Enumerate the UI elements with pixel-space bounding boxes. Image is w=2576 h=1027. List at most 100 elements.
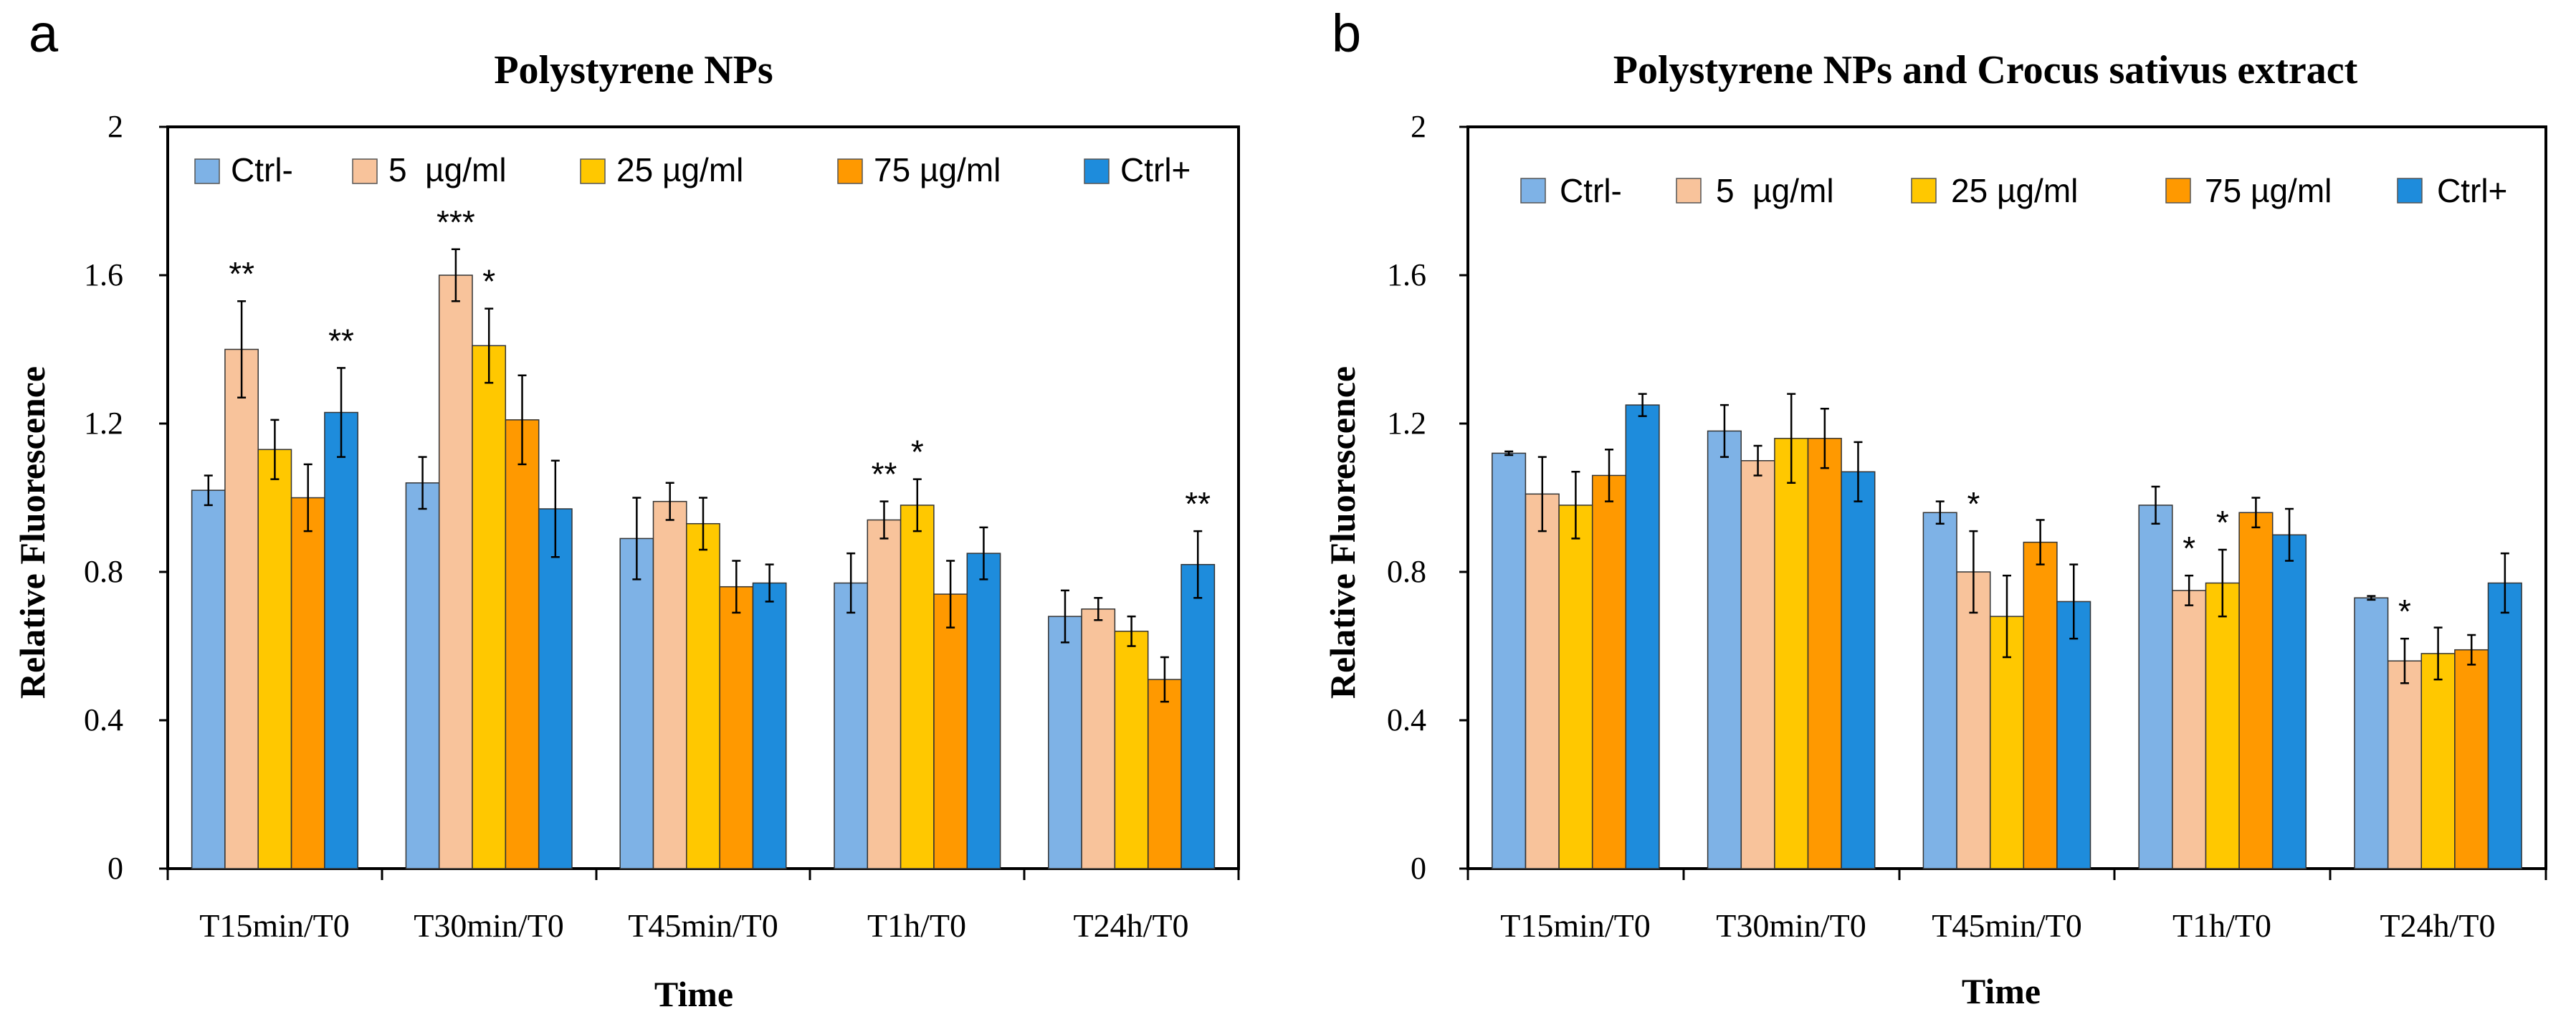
chart-b-error-bar-75-g-ml-3 xyxy=(2251,497,2261,529)
chart-b-error-bar-ctrlplus-0 xyxy=(1638,393,1647,417)
chart-b-y-tick-label-3: 1.2 xyxy=(1387,406,1426,441)
chart-a-error-bar-ctrlplus-3 xyxy=(979,526,988,581)
chart-a-error-bar-ctrlminus-1 xyxy=(418,456,427,510)
chart-a-error-bar-5-g-ml-4 xyxy=(1094,596,1103,621)
chart-b-legend-swatch-ctrl-minus xyxy=(1520,178,1546,204)
chart-b-bar-75-g-ml-1 xyxy=(1807,437,1842,869)
chart-b-bar-ctrlplus-3 xyxy=(2271,534,2307,869)
chart-a-error-bar-5-g-ml-2 xyxy=(665,482,674,521)
panel-a: a Polystyrene NPs Relative Fluorescence … xyxy=(12,4,1240,1014)
chart-b-error-bar-5-g-ml-0 xyxy=(1537,456,1547,532)
chart-b-error-bar-ctrlplus-3 xyxy=(2285,507,2294,562)
chart-b-error-bar-75-g-ml-1 xyxy=(1820,408,1829,469)
chart-a-y-tick-label-1: 0.4 xyxy=(84,702,123,737)
chart-a-x-axis-label: Time xyxy=(654,974,733,1014)
chart-b-bar-75-g-ml-0 xyxy=(1591,474,1627,869)
chart-b-bar-75-g-ml-3 xyxy=(2238,512,2274,869)
chart-b-x-tick-label-2: T45min/T0 xyxy=(1932,907,2082,944)
chart-a-error-bar-25-g-ml-1 xyxy=(485,307,494,384)
chart-a-bar-5-g-ml-0 xyxy=(224,348,259,869)
chart-b-bar-ctrlplus-1 xyxy=(1841,471,1876,869)
chart-a-y-tick-label-0: 0 xyxy=(108,851,123,886)
chart-a-error-bar-75-g-ml-1 xyxy=(517,374,527,466)
chart-b-bar-25-g-ml-4 xyxy=(2420,653,2456,869)
chart-a-error-bar-75-g-ml-4 xyxy=(1160,656,1169,703)
chart-a-error-bar-75-g-ml-3 xyxy=(946,560,955,629)
chart-b-error-bar-ctrlminus-3 xyxy=(2151,485,2160,525)
chart-b-bar-ctrlplus-2 xyxy=(2056,601,2091,869)
chart-a-title: Polystyrene NPs xyxy=(494,48,773,92)
chart-a-x-ticks: T15min/T0 T30min/T0 T45min/T0 T1h/T0 T24… xyxy=(166,869,1240,944)
chart-b-legend: Ctrl- 5 µg/ml 25 µg/ml 75 µg/ml Ctrl+ xyxy=(1520,172,2507,209)
chart-a-y-tick-label-5: 2 xyxy=(108,109,123,144)
chart-a-bar-5-g-ml-2 xyxy=(652,500,687,869)
chart-b-bar-ctrlplus-0 xyxy=(1625,404,1660,869)
chart-b-x-tick-label-0: T15min/T0 xyxy=(1500,907,1651,944)
chart-a-bar-25-g-ml-1 xyxy=(472,345,507,869)
chart-b-bar-ctrlminus-1 xyxy=(1707,430,1742,869)
chart-b-error-bar-25-g-ml-1 xyxy=(1787,393,1796,484)
chart-a-legend-swatch-5 xyxy=(352,158,378,184)
chart-a-error-bar-75-g-ml-0 xyxy=(303,463,313,532)
chart-b-bar-75-g-ml-4 xyxy=(2454,649,2489,869)
chart-a-bar-25-g-ml-4 xyxy=(1114,631,1149,869)
chart-a-legend-swatch-ctrl-minus xyxy=(194,158,220,184)
chart-a-significance-5-g-ml-0: ** xyxy=(229,255,254,292)
chart-b-significance-5-g-ml-2: * xyxy=(1967,485,1980,522)
chart-a-error-bar-ctrlplus-1 xyxy=(550,459,560,558)
chart-a-bar-25-g-ml-0 xyxy=(257,449,292,869)
chart-b-x-axis-label: Time xyxy=(1962,971,2041,1011)
chart-b-legend-swatch-75 xyxy=(2165,178,2191,204)
chart-a-bar-ctrlminus-2 xyxy=(619,538,654,869)
chart-b-error-bar-25-g-ml-3 xyxy=(2218,548,2227,618)
chart-a-bar-75-g-ml-1 xyxy=(505,419,540,869)
chart-b-y-tick-label-0: 0 xyxy=(1411,851,1426,886)
chart-b-bar-5-g-ml-3 xyxy=(2172,590,2207,869)
chart-a-error-bar-ctrlplus-2 xyxy=(765,563,774,603)
chart-a-bar-75-g-ml-2 xyxy=(719,586,754,869)
chart-a-bar-25-g-ml-2 xyxy=(686,522,720,869)
chart-b-y-axis-label: Relative Fluorescence xyxy=(1322,366,1363,699)
chart-a-error-bar-ctrlminus-4 xyxy=(1060,589,1069,644)
chart-b-error-bar-25-g-ml-2 xyxy=(2003,574,2011,659)
chart-a-bar-ctrlminus-0 xyxy=(191,489,226,869)
chart-b-legend-label-ctrl-minus: Ctrl- xyxy=(1560,172,1622,209)
panel-letter-a: a xyxy=(29,4,59,63)
chart-b-bar-5-g-ml-2 xyxy=(1956,571,1991,869)
chart-a-legend-label-75: 75 µg/ml xyxy=(874,151,1001,188)
chart-a-bar-25-g-ml-3 xyxy=(900,505,935,869)
chart-a-legend-swatch-ctrl-plus xyxy=(1084,158,1110,184)
chart-a-y-axis-label: Relative Fluorescence xyxy=(12,366,52,699)
chart-b-error-bar-75-g-ml-2 xyxy=(2036,519,2045,565)
chart-b-bar-75-g-ml-2 xyxy=(2023,541,2058,869)
chart-b-y-tick-label-5: 2 xyxy=(1411,109,1426,144)
chart-b-legend-label-75: 75 µg/ml xyxy=(2205,172,2332,209)
chart-b-error-bar-5-g-ml-3 xyxy=(2185,574,2194,606)
chart-b-error-bar-ctrlminus-2 xyxy=(1935,500,1945,525)
chart-a-y-ticks: 0 0.4 0.8 1.2 1.6 2 xyxy=(84,109,168,886)
chart-a-bar-ctrlplus-2 xyxy=(752,582,787,869)
chart-a-x-tick-label-2: T45min/T0 xyxy=(628,907,778,944)
chart-b-y-tick-label-2: 0.8 xyxy=(1387,554,1426,589)
chart-b-x-tick-label-3: T1h/T0 xyxy=(2172,907,2271,944)
chart-a-error-bar-ctrlplus-0 xyxy=(337,367,346,458)
chart-b-bars: * * * * xyxy=(1492,393,2522,869)
chart-a-error-bar-25-g-ml-3 xyxy=(912,478,922,532)
chart-a-bars: ************* xyxy=(191,204,1216,869)
chart-a-significance-5-g-ml-3: ** xyxy=(872,456,897,493)
chart-b-y-ticks: 0 0.4 0.8 1.2 1.6 2 xyxy=(1387,109,1468,886)
chart-b-x-tick-label-4: T24h/T0 xyxy=(2380,907,2496,944)
chart-a-bar-5-g-ml-3 xyxy=(867,519,902,869)
chart-b-legend-swatch-5 xyxy=(1676,178,1702,204)
chart-b-error-bar-ctrlplus-2 xyxy=(2069,563,2079,640)
chart-b-legend-label-ctrl-plus: Ctrl+ xyxy=(2437,172,2507,209)
chart-b-error-bar-ctrlminus-4 xyxy=(2367,595,2376,601)
chart-a-bar-ctrlminus-1 xyxy=(405,482,440,869)
chart-b-bar-25-g-ml-3 xyxy=(2205,582,2240,869)
chart-a-significance-5-g-ml-1: *** xyxy=(437,204,475,241)
chart-a-bar-75-g-ml-3 xyxy=(933,593,968,869)
chart-a-legend-label-25: 25 µg/ml xyxy=(616,151,743,188)
chart-b-legend-swatch-25 xyxy=(1911,178,1937,204)
